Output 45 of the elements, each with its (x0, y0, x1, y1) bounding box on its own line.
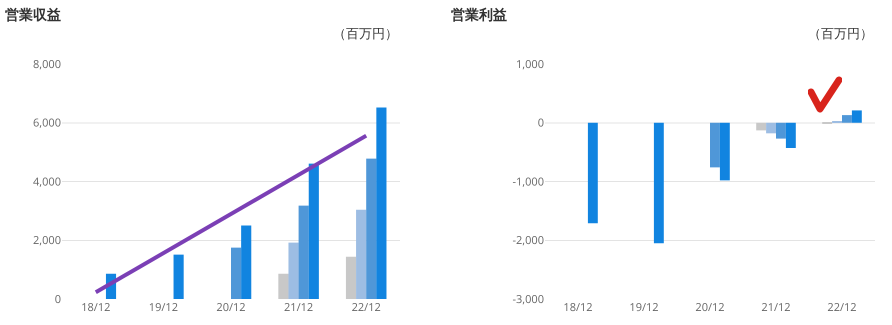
x-tick-label: 19/12 (629, 300, 659, 315)
bar (308, 164, 319, 299)
bar (298, 206, 309, 299)
bar (356, 210, 366, 299)
bar (720, 122, 730, 180)
y-tick-label: 1,000 (516, 56, 544, 72)
bar (852, 110, 862, 123)
bar (376, 107, 386, 299)
bar (842, 115, 852, 123)
chart-title: 営業収益 (5, 6, 61, 25)
y-tick-label: 4,000 (32, 174, 61, 190)
bar (346, 256, 356, 299)
x-tick-label: 21/12 (284, 300, 314, 315)
bar (231, 248, 242, 299)
x-tick-label: 19/12 (148, 300, 178, 315)
bar (588, 122, 598, 224)
y-tick-label: -1,000 (512, 174, 544, 190)
bar (278, 274, 288, 299)
x-tick-label: 20/12 (695, 300, 725, 315)
text: （百万円） (333, 24, 398, 42)
y-tick-label: -2,000 (512, 233, 544, 248)
y-tick-label: 6,000 (32, 116, 61, 131)
bar (366, 158, 376, 299)
y-tick-label: 2,000 (32, 233, 61, 248)
x-tick-label: 18/12 (563, 300, 593, 315)
bar (786, 122, 796, 148)
x-tick-label: 22/12 (827, 300, 857, 315)
chart-title: 営業利益 (451, 6, 507, 25)
x-tick-label: 21/12 (761, 300, 791, 315)
bar (654, 122, 664, 244)
x-tick-label: 20/12 (216, 300, 246, 315)
bar (756, 122, 766, 130)
bar (241, 226, 252, 299)
x-tick-label: 18/12 (81, 300, 110, 315)
text: （百万円） (808, 24, 873, 42)
y-tick-label: 8,000 (32, 56, 61, 72)
bar (710, 122, 720, 168)
bar (766, 122, 776, 134)
y-tick-label: 0 (538, 116, 544, 131)
bar (288, 242, 299, 299)
y-tick-label: 0 (54, 292, 61, 307)
bar (776, 122, 786, 139)
y-tick-label: -3,000 (512, 292, 544, 307)
x-tick-label: 22/12 (352, 300, 381, 315)
bar (174, 254, 184, 299)
